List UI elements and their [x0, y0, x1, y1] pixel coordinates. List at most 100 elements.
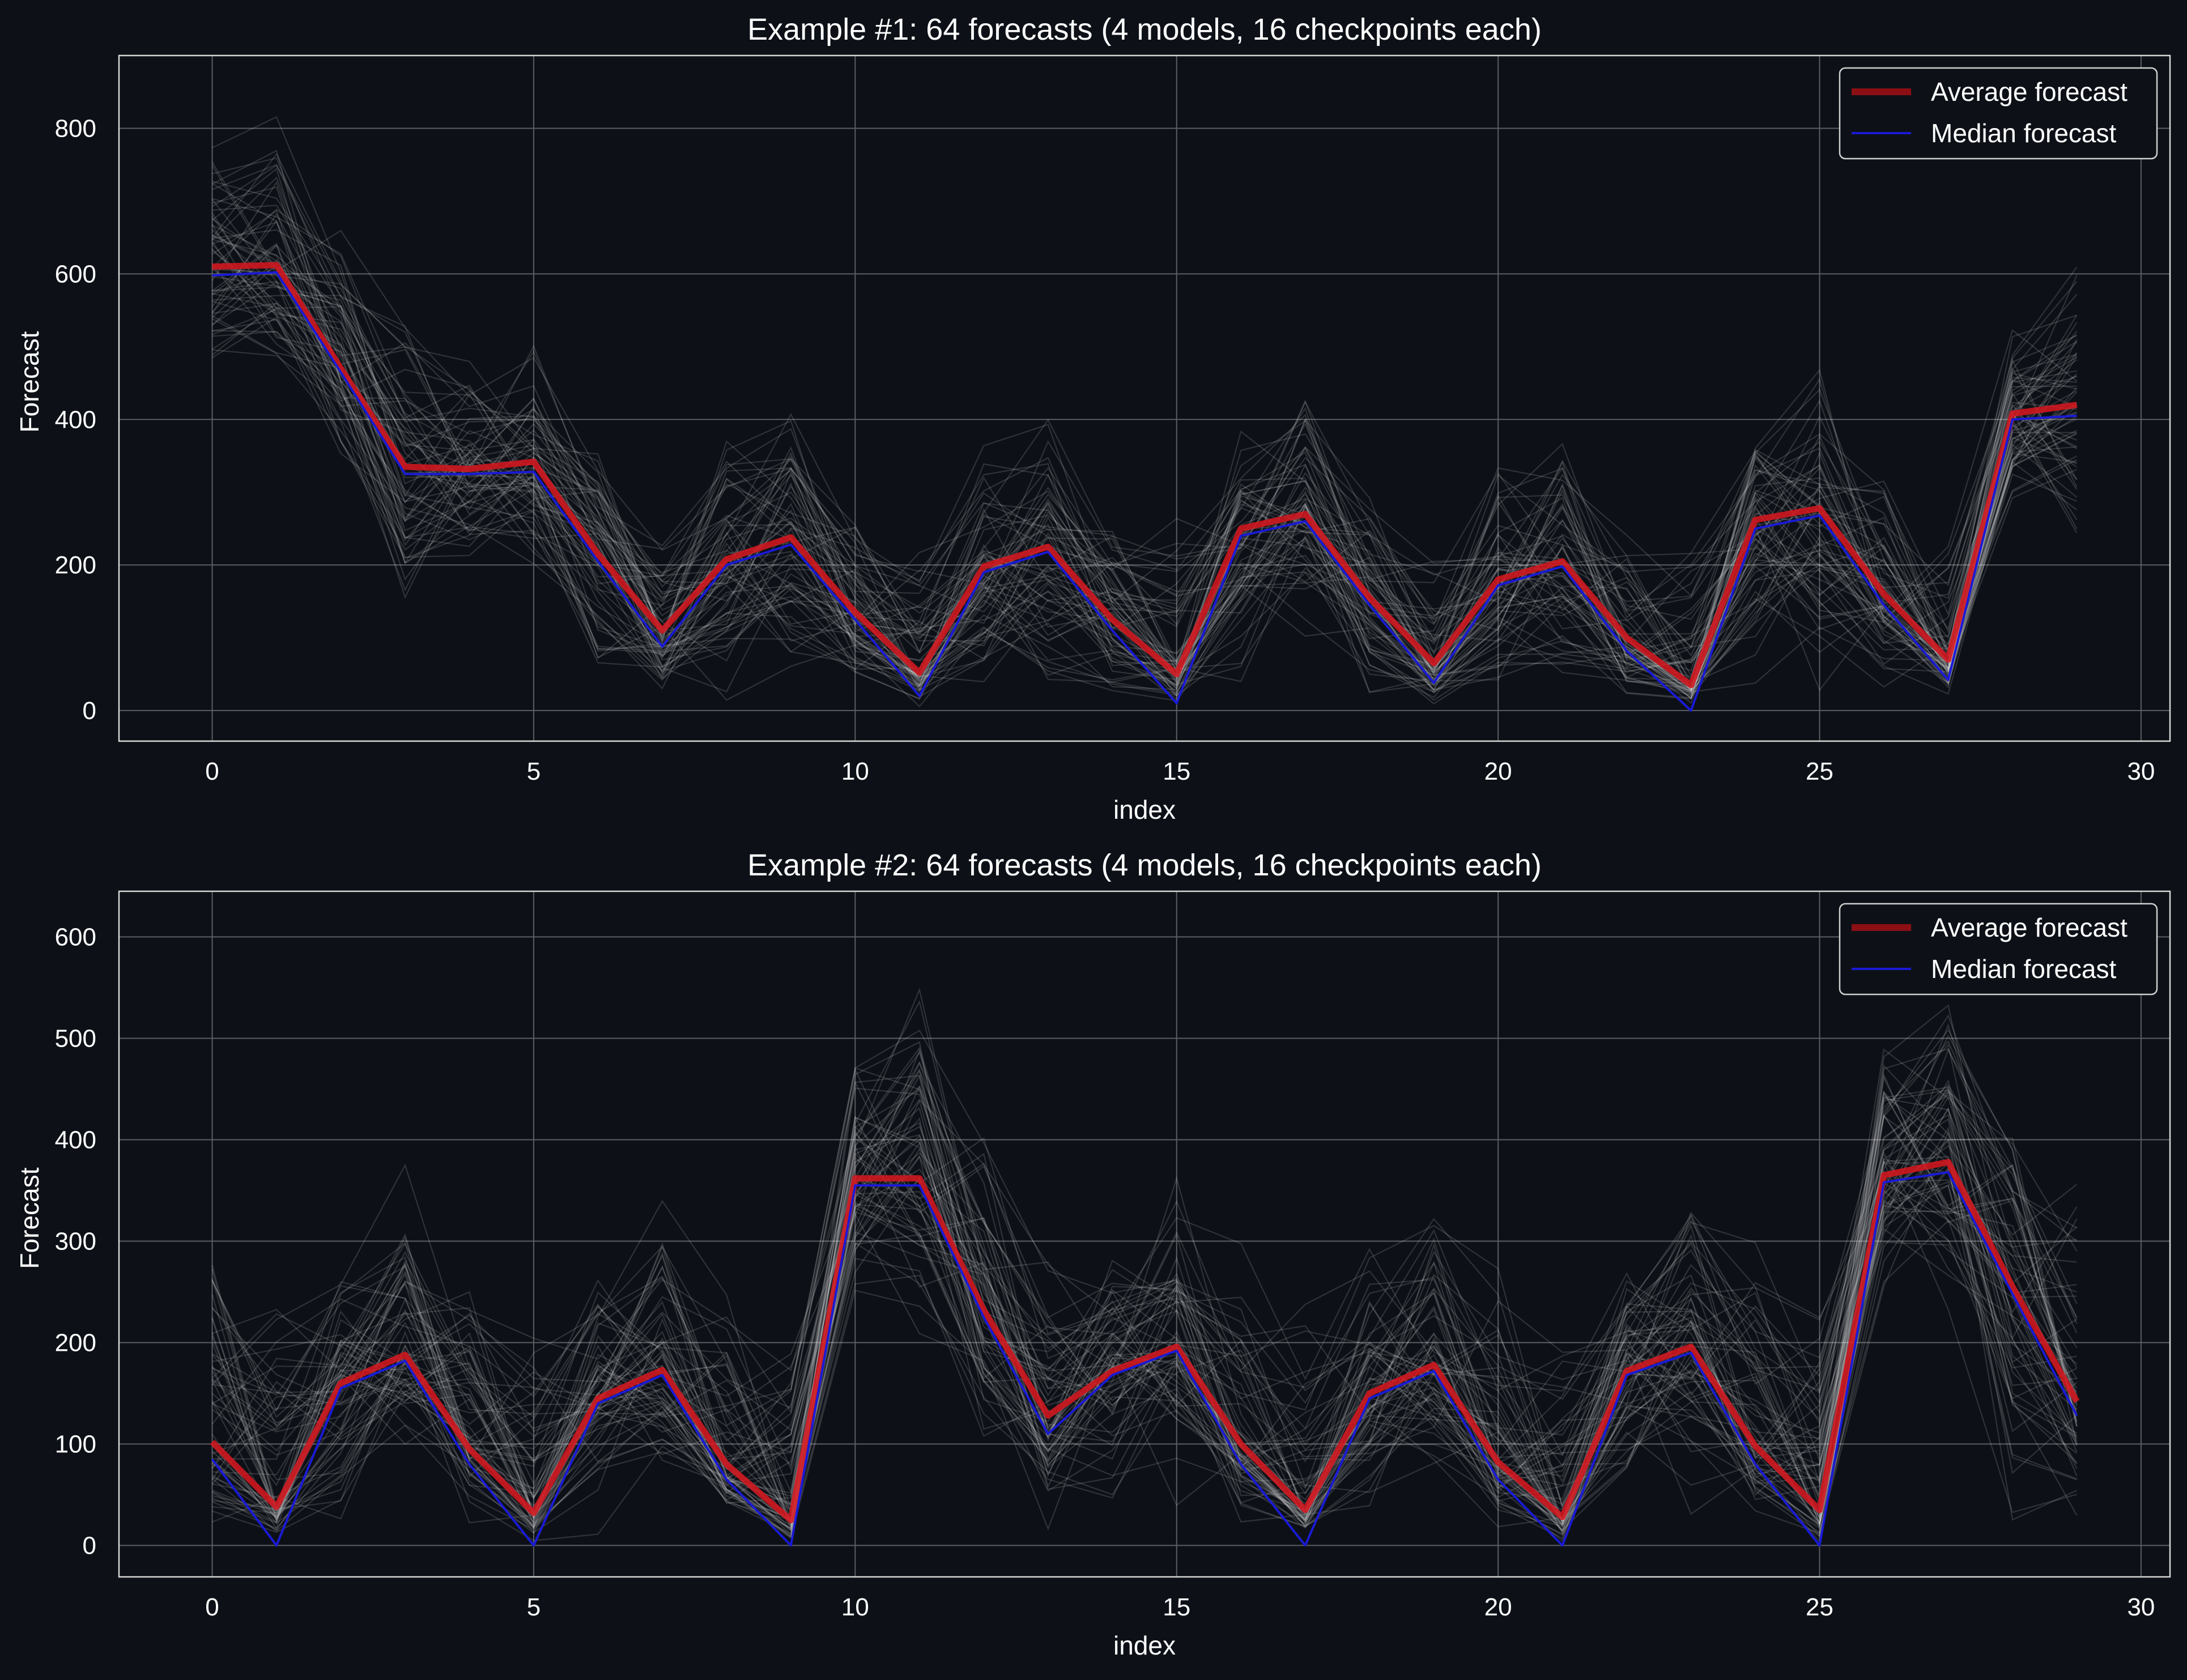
x-tick-label: 25 — [1806, 1593, 1833, 1621]
ensemble-forecast-line — [211, 229, 2078, 691]
ensemble-forecast-line — [212, 1184, 2077, 1536]
ensemble-forecast-line — [211, 1155, 2078, 1531]
ensemble-forecast-line — [211, 210, 2077, 669]
x-tick-label: 25 — [1806, 758, 1833, 785]
y-tick-label: 100 — [55, 1431, 96, 1458]
ensemble-forecast-line — [211, 1030, 2077, 1525]
ensemble-forecast-line — [212, 286, 2078, 690]
x-axis-label: index — [1113, 1631, 1176, 1660]
ensemble-forecast-line — [212, 269, 2077, 699]
ensemble-forecast-line — [212, 331, 2077, 694]
ensemble-forecast-line — [212, 198, 2077, 691]
ensemble-forecast-line — [211, 1116, 2078, 1532]
ensemble-forecast-line — [211, 307, 2078, 700]
legend-box — [1839, 67, 2158, 160]
ensemble-forecast-line — [211, 1086, 2078, 1526]
ensemble-forecast-line — [212, 116, 2077, 644]
y-tick-label: 200 — [55, 1329, 96, 1357]
ensemble-forecast-line — [211, 1113, 2078, 1521]
chart-panel-2: Example #2: 64 forecasts (4 models, 16 c… — [15, 848, 2171, 1660]
ensemble-forecast-line — [211, 1044, 2078, 1467]
legend-label-average: Average forecast — [1931, 77, 2128, 107]
series-lines — [212, 262, 2078, 712]
ensemble-forecast-line — [212, 1023, 2077, 1488]
ensemble-forecast-line — [212, 221, 2078, 692]
ensemble-forecast-line — [212, 157, 2078, 633]
ensemble-forecast-line — [212, 349, 2078, 699]
x-tick-label: 30 — [2127, 758, 2155, 785]
ensemble-forecast-line — [212, 1034, 2078, 1521]
y-axis-label: Forecast — [15, 1167, 44, 1269]
ensemble-forecast-line — [212, 1139, 2078, 1535]
ensemble-forecast-line — [211, 1088, 2077, 1446]
x-tick-label: 20 — [1484, 1593, 1512, 1621]
x-tick-label: 20 — [1484, 758, 1512, 785]
legend-label-median: Median forecast — [1931, 954, 2116, 984]
grid-lines — [119, 56, 2170, 741]
ensemble-forecast-line — [211, 1107, 2078, 1532]
grid-lines — [119, 891, 2170, 1577]
ensemble-forecast-line — [211, 1061, 2078, 1521]
ensemble-forecast-line — [211, 268, 2077, 691]
ensemble-forecast-line — [211, 1162, 2078, 1511]
ensemble-forecast-line — [212, 1067, 2078, 1519]
ensemble-forecast-line — [211, 218, 2078, 695]
ensemble-forecast-line — [212, 267, 2077, 673]
y-tick-label: 0 — [83, 1532, 96, 1560]
ensemble-forecast-line — [212, 303, 2078, 697]
ensemble-forecast-line — [211, 250, 2077, 698]
plot-frame — [118, 890, 2171, 1578]
ensemble-forecast-line — [211, 1113, 2078, 1532]
ensemble-forecast-line — [212, 330, 2077, 701]
y-tick-label: 400 — [55, 1126, 96, 1154]
x-tick-label: 0 — [205, 1593, 219, 1621]
ensemble-forecast-line — [212, 1212, 2078, 1537]
ensemble-forecast-line — [212, 1147, 2078, 1529]
x-tick-label: 30 — [2127, 1593, 2155, 1621]
x-tick-labels: 0 5 10 15 20 25 30 — [205, 1593, 2155, 1621]
ensemble-forecast-line — [212, 1170, 2078, 1525]
x-tick-label: 0 — [205, 758, 219, 785]
ensemble-forecast-line — [211, 152, 2077, 667]
ensemble-forecast-line — [211, 1177, 2077, 1535]
ensemble-forecast-line — [211, 164, 2078, 688]
y-tick-label: 300 — [55, 1228, 96, 1256]
ensemble-forecast-line — [212, 987, 2078, 1509]
plot-frame — [118, 54, 2171, 742]
ensemble-forecast-line — [211, 1075, 2078, 1520]
ensemble-forecast-line — [211, 244, 2078, 690]
chart-panel-1: Example #1: 64 forecasts (4 models, 16 c… — [15, 12, 2171, 824]
ensemble-forecast-line — [211, 1155, 2078, 1529]
ensemble-forecast-line — [211, 150, 2078, 677]
ensemble-forecast-line — [211, 1041, 2078, 1520]
x-tick-labels: 0 5 10 15 20 25 30 — [205, 758, 2155, 785]
ensemble-forecast-line — [211, 318, 2078, 701]
ensemble-forecast-line — [212, 295, 2078, 689]
ensemble-forecast-line — [211, 1134, 2078, 1522]
ensemble-forecast-line — [212, 205, 2078, 695]
median-forecast-line — [212, 271, 2077, 712]
y-tick-label: 600 — [55, 260, 96, 288]
ensemble-forecast-line — [211, 176, 2078, 678]
x-tick-label: 15 — [1163, 758, 1190, 785]
ensemble-forecast-line — [211, 168, 2078, 678]
ensemble-forecast-line — [212, 1200, 2078, 1529]
x-tick-label: 5 — [527, 758, 541, 785]
ensemble-forecast-line — [211, 259, 2077, 691]
ensemble-forecast-line — [211, 199, 2077, 692]
average-forecast-line — [210, 1159, 2080, 1524]
y-tick-label: 500 — [55, 1025, 96, 1053]
chart-title: Example #1: 64 forecasts (4 models, 16 c… — [747, 12, 1542, 46]
ensemble-forecast-line — [211, 1048, 2078, 1521]
ensemble-forecast-line — [212, 164, 2078, 672]
ensemble-forecast-line — [211, 1094, 2078, 1521]
ensemble-forecast-line — [211, 315, 2077, 684]
y-tick-label: 0 — [83, 697, 96, 725]
legend-box — [1839, 903, 2158, 996]
y-tick-label: 400 — [55, 406, 96, 433]
average-forecast-line — [212, 262, 2078, 688]
ensemble-forecast-line — [212, 235, 2078, 696]
ensemble-forecast-line — [211, 262, 2077, 687]
ensemble-forecast-line — [211, 316, 2077, 708]
ensemble-forecast-line — [212, 293, 2078, 678]
